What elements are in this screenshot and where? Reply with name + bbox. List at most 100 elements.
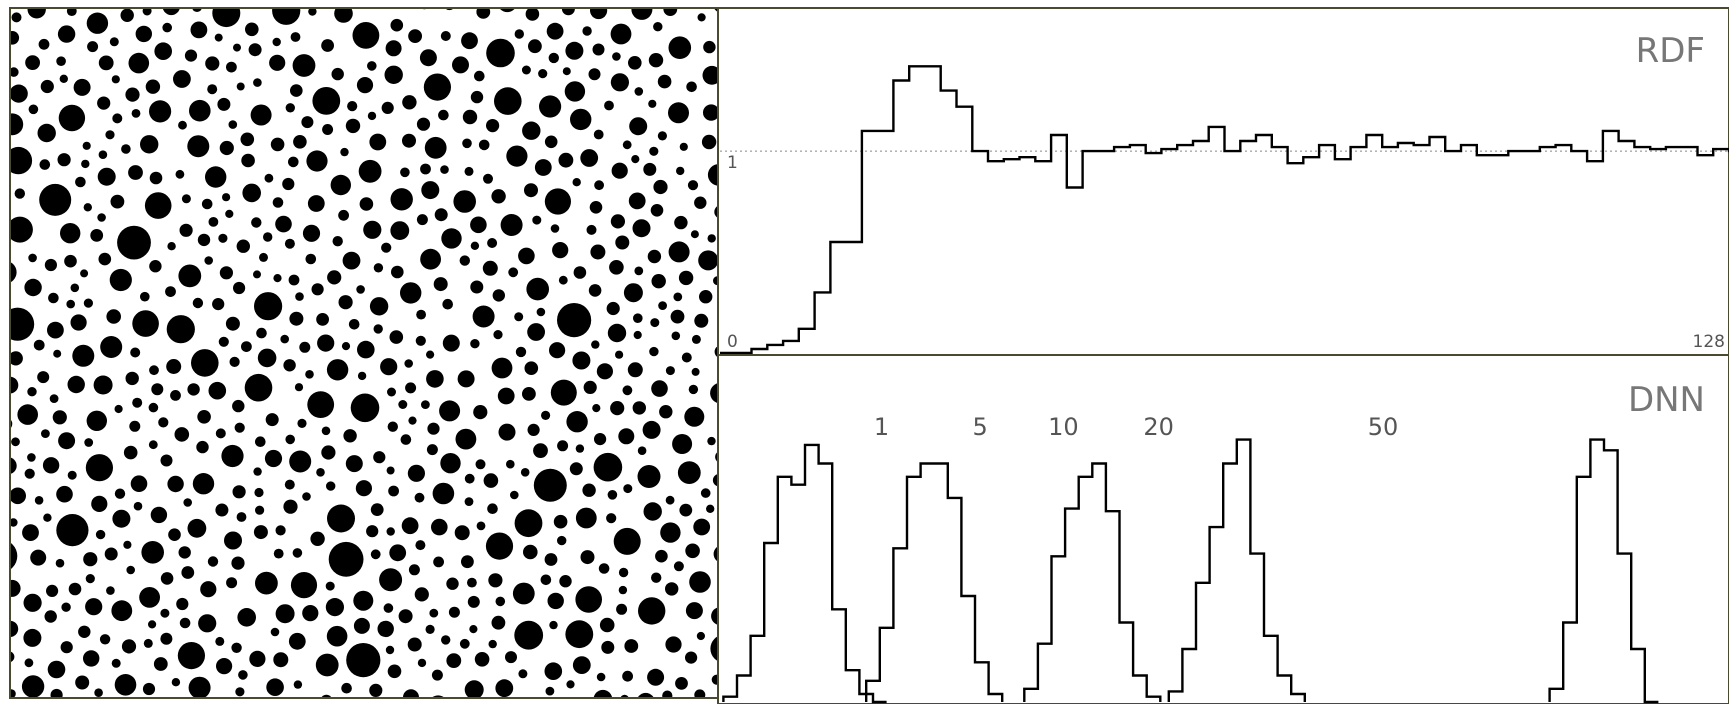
disk — [285, 103, 295, 113]
disk — [462, 109, 478, 125]
disk — [631, 9, 653, 20]
disk — [713, 276, 717, 286]
dnn-series-labels: 1 5 10 20 50 — [874, 413, 1398, 441]
disk — [486, 119, 500, 133]
disk — [357, 371, 367, 381]
disk — [11, 437, 20, 447]
disk — [420, 248, 441, 270]
disk — [700, 488, 711, 498]
disk — [497, 387, 515, 405]
disk — [264, 173, 274, 183]
disk — [550, 224, 560, 233]
disk — [46, 584, 59, 598]
disk — [37, 123, 56, 143]
disk — [39, 183, 72, 216]
disk — [332, 236, 343, 247]
disk — [684, 406, 705, 427]
disk — [665, 582, 679, 596]
disk — [534, 159, 552, 176]
disk — [508, 267, 519, 278]
disk — [518, 247, 535, 265]
disk — [714, 9, 717, 12]
disk — [341, 682, 352, 694]
disk — [548, 52, 559, 64]
disk — [353, 590, 374, 611]
disk — [671, 331, 681, 341]
disk — [82, 141, 91, 150]
disk — [253, 78, 262, 87]
disk — [142, 9, 152, 16]
disk — [85, 454, 113, 482]
disk — [432, 482, 455, 505]
disk — [711, 607, 717, 625]
disk — [24, 468, 35, 479]
disk — [385, 40, 402, 57]
disk — [557, 440, 569, 452]
disk — [83, 298, 93, 308]
disk — [171, 678, 181, 687]
disk — [549, 620, 558, 630]
disk — [106, 309, 121, 324]
disk — [229, 356, 240, 367]
disk — [557, 303, 592, 338]
disk — [698, 250, 717, 271]
disk — [196, 440, 209, 454]
disk — [130, 347, 141, 358]
disk — [93, 375, 113, 395]
disk — [218, 336, 229, 347]
disk — [446, 577, 459, 590]
disk — [231, 556, 245, 570]
disk — [544, 188, 572, 215]
disk — [120, 9, 134, 22]
disk — [387, 421, 398, 432]
disk — [363, 220, 382, 239]
disk — [302, 605, 319, 622]
disk — [143, 638, 153, 648]
disk — [28, 104, 39, 115]
disk — [167, 242, 176, 251]
disk — [533, 468, 567, 502]
disk — [11, 67, 19, 77]
disk — [685, 651, 698, 664]
disk — [651, 274, 666, 289]
disk — [151, 383, 164, 396]
disk — [148, 402, 159, 413]
disk — [221, 444, 244, 468]
disk — [618, 585, 628, 595]
disk — [11, 351, 23, 366]
disk — [250, 104, 272, 126]
disk — [190, 21, 208, 39]
disk — [401, 517, 419, 535]
disk — [441, 228, 462, 249]
disk — [689, 571, 711, 593]
disk — [11, 543, 18, 569]
disk — [270, 137, 285, 152]
disk — [255, 505, 265, 515]
disk — [254, 292, 283, 321]
disk — [616, 603, 628, 615]
dnn-series-label: 5 — [972, 413, 987, 441]
disk — [564, 81, 586, 102]
disk — [493, 330, 503, 340]
disk — [691, 367, 700, 376]
disk — [505, 651, 517, 664]
disk — [648, 53, 664, 68]
disk — [348, 319, 360, 330]
disk — [706, 504, 715, 513]
disk — [207, 556, 219, 567]
disk — [441, 635, 451, 645]
disk — [500, 9, 515, 13]
disk — [217, 97, 231, 111]
disk — [386, 466, 395, 475]
disk — [272, 37, 281, 47]
disk — [398, 400, 408, 409]
disk — [343, 429, 357, 443]
disk — [140, 135, 159, 154]
disk — [485, 532, 514, 560]
disk — [433, 556, 444, 568]
disk — [558, 275, 568, 285]
disk — [316, 313, 329, 326]
disk — [112, 113, 123, 124]
disk — [575, 507, 597, 529]
disk — [75, 176, 86, 188]
